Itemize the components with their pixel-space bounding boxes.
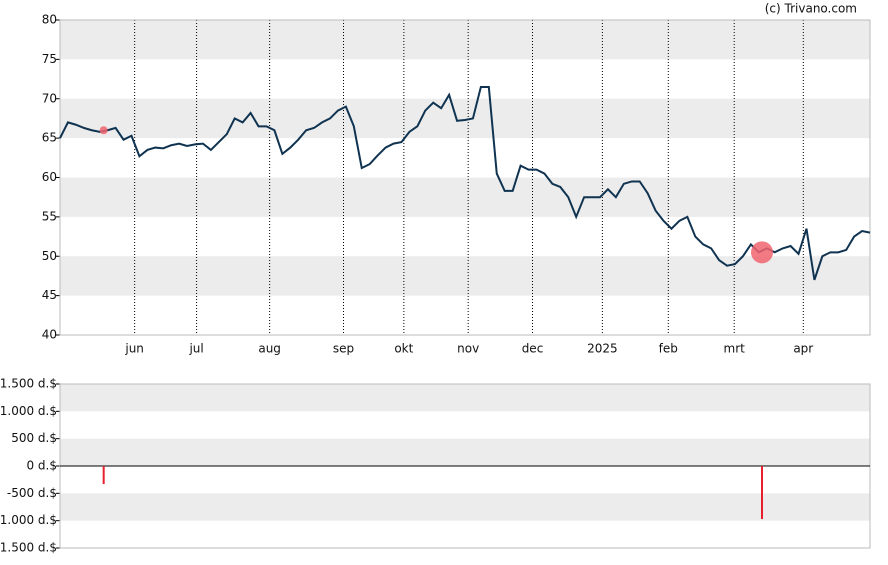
x-tick-label: feb (659, 342, 678, 356)
price-line (59, 85, 871, 281)
y-tick-label: 50 (42, 249, 57, 263)
x-tick-label: nov (457, 342, 479, 356)
y-tick-label: 500 d.$ (11, 431, 57, 445)
y-tick-label: 75 (42, 52, 57, 66)
x-tick-label: okt (394, 342, 413, 356)
bar (761, 466, 763, 520)
y-tick-label: 40 (42, 328, 57, 342)
y-tick-label: -1.500 d.$ (0, 541, 57, 555)
y-tick-label: 0 d.$ (26, 459, 57, 473)
x-tick-label: mrt (724, 342, 746, 356)
grid-band (60, 438, 870, 466)
y-tick-label: 1.000 d.$ (0, 404, 57, 418)
bar (102, 466, 105, 485)
grid-band (60, 98, 870, 139)
y-tick-label: 65 (42, 131, 57, 145)
x-tick-label: sep (333, 342, 354, 356)
x-tick-label: aug (258, 342, 281, 356)
trade-marker (99, 126, 108, 135)
x-tick-label: jun (124, 342, 144, 356)
y-tick-label: 55 (42, 209, 57, 223)
x-tick-label: dec (522, 342, 544, 356)
y-tick-label: 80 (42, 13, 57, 27)
grid-band (60, 20, 870, 60)
y-tick-label: 70 (42, 91, 57, 105)
grid-band (60, 177, 870, 217)
grid-band (60, 256, 870, 296)
plot-border (59, 19, 871, 336)
x-tick-label: 2025 (587, 342, 618, 356)
y-tick-label: -500 d.$ (7, 486, 57, 500)
grid-band (60, 384, 870, 412)
y-tick-label: -1.000 d.$ (0, 513, 57, 527)
y-tick-label: 60 (42, 170, 57, 184)
trade-marker (751, 241, 773, 264)
x-tick-label: apr (793, 342, 813, 356)
x-tick-label: jul (188, 342, 203, 356)
y-tick-label: 1.500 d.$ (0, 377, 57, 391)
watermark: (c) Trivano.com (765, 2, 857, 16)
grid-band (60, 493, 870, 521)
y-tick-label: 45 (42, 288, 57, 302)
